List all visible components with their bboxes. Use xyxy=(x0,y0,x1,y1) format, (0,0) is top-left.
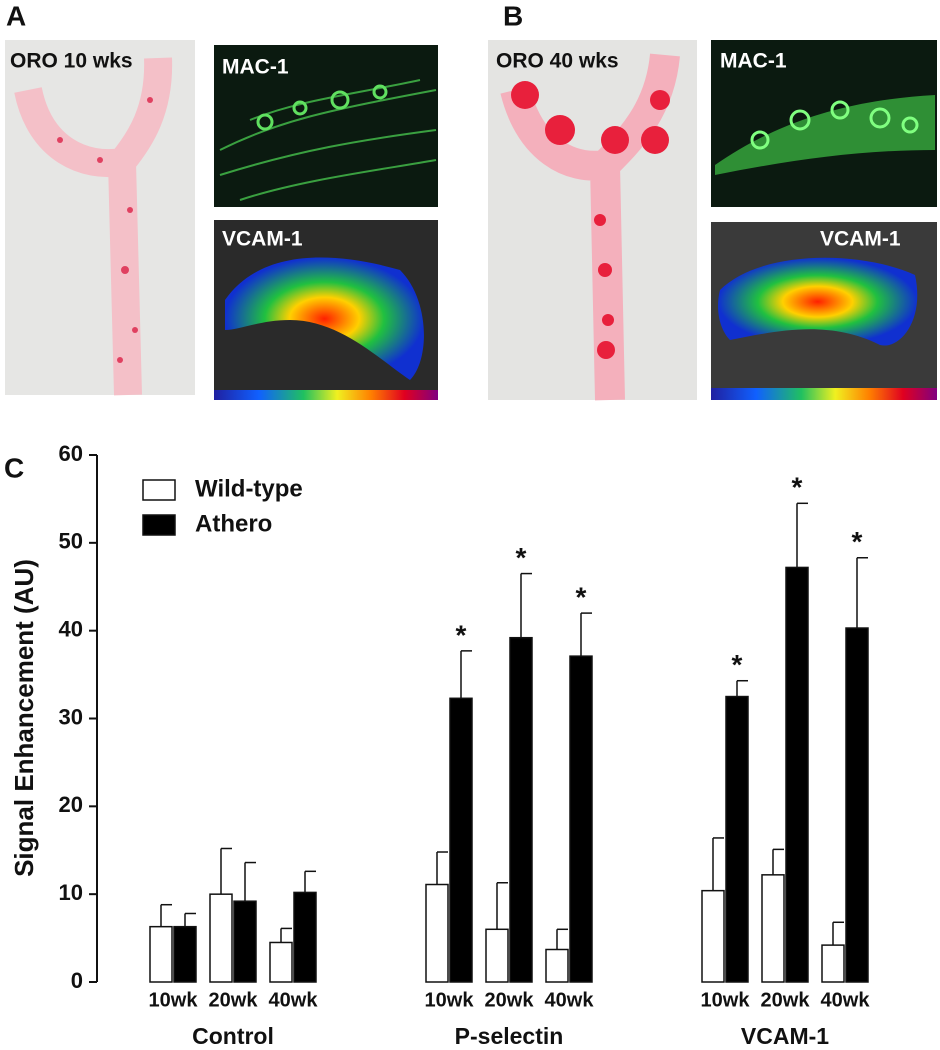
bar xyxy=(449,697,473,983)
significance-marker: * xyxy=(576,581,587,612)
x-tick-label: 20wk xyxy=(761,989,811,1011)
y-axis-title: Signal Enhancement (AU) xyxy=(9,559,39,877)
colorbar xyxy=(711,388,937,400)
bar xyxy=(509,636,533,983)
vcam1-signal xyxy=(718,257,918,346)
y-tick-label: 20 xyxy=(59,792,83,817)
legend-label: Wild-type xyxy=(195,475,303,502)
bar xyxy=(425,883,449,983)
group-label: Control xyxy=(192,1023,274,1049)
image-label: MAC-1 xyxy=(720,50,787,73)
bar xyxy=(233,900,257,983)
significance-marker: * xyxy=(516,542,527,573)
x-tick-label: 10wk xyxy=(149,989,199,1011)
y-tick-label: 0 xyxy=(71,968,83,993)
x-tick-label: 20wk xyxy=(485,989,535,1011)
legend-swatch xyxy=(142,514,176,536)
oro-dots xyxy=(57,97,153,363)
panel-label: C xyxy=(4,452,24,483)
group-label: VCAM-1 xyxy=(741,1023,829,1049)
mac1-image xyxy=(214,45,438,207)
bar xyxy=(485,928,509,983)
mac1-cells xyxy=(256,84,388,131)
image-label: VCAM-1 xyxy=(222,228,303,251)
legend-label: Athero xyxy=(195,510,272,537)
bar xyxy=(149,925,173,983)
oro-dots xyxy=(511,81,670,359)
x-tick-label: 40wk xyxy=(821,989,871,1011)
bar xyxy=(821,944,845,983)
y-tick-label: 30 xyxy=(59,704,83,729)
image-label: MAC-1 xyxy=(222,56,289,79)
bar xyxy=(845,627,869,983)
plot-area: 0 10 20 30 40 50 60 Control P-selectin VCAM-1 10wk… xyxy=(59,441,871,1049)
significance-marker: * xyxy=(732,649,743,680)
y-tick-label: 40 xyxy=(59,616,83,641)
x-tick-label: 40wk xyxy=(269,989,319,1011)
oro-stain xyxy=(14,57,173,396)
mac1-fibers xyxy=(219,79,437,201)
mac1-cells xyxy=(750,100,919,150)
significance-marker: * xyxy=(792,472,803,503)
bar xyxy=(545,948,569,983)
significance-marker: * xyxy=(852,526,863,557)
panel-label: B xyxy=(503,0,523,31)
legend-swatch xyxy=(142,479,176,501)
bar xyxy=(173,925,197,983)
mac1-fibers xyxy=(715,95,935,175)
colorbar xyxy=(214,390,438,400)
bar xyxy=(761,874,785,983)
bar xyxy=(785,566,809,983)
panel-b: ORO 40 wks MAC-1 VCAM-1 xyxy=(488,40,937,401)
image-label: ORO 10 wks xyxy=(10,50,133,73)
bar xyxy=(293,891,317,983)
bar xyxy=(209,893,233,983)
y-tick-label: 60 xyxy=(59,441,83,466)
bar xyxy=(569,655,593,983)
x-tick-label: 10wk xyxy=(425,989,475,1011)
bar xyxy=(725,695,749,983)
vcam1-signal xyxy=(225,257,424,380)
image-label: VCAM-1 xyxy=(820,228,901,251)
group-label: P-selectin xyxy=(455,1023,564,1049)
bar xyxy=(269,941,293,983)
x-tick-label: 10wk xyxy=(701,989,751,1011)
panel-a: ORO 10 wks MAC-1 VCAM-1 xyxy=(5,40,438,400)
x-tick-label: 40wk xyxy=(545,989,595,1011)
image-label: ORO 40 wks xyxy=(496,50,619,73)
significance-marker: * xyxy=(456,619,467,650)
panel-label: A xyxy=(6,0,26,31)
bar xyxy=(701,889,725,983)
y-tick-label: 50 xyxy=(59,529,83,554)
y-tick-label: 10 xyxy=(59,880,83,905)
x-tick-label: 20wk xyxy=(209,989,259,1011)
